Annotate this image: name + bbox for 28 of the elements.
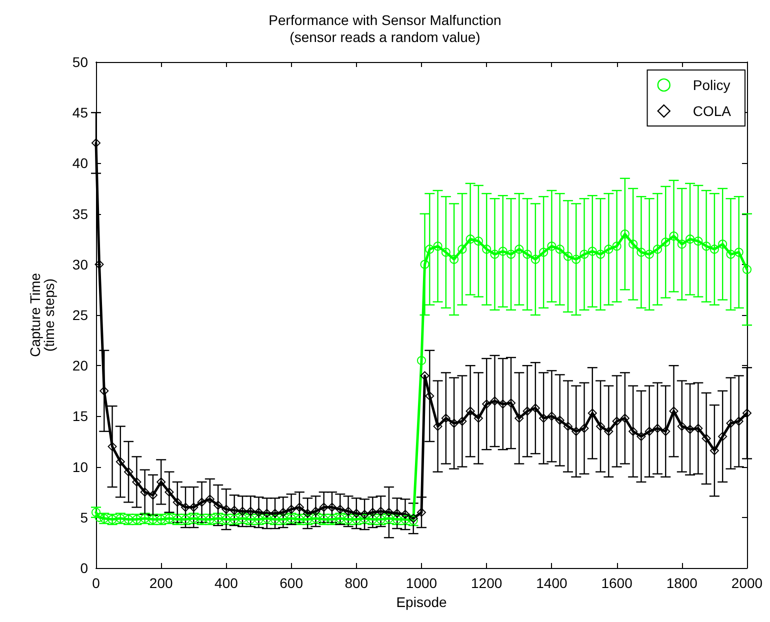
y-tick-label: 10 [72, 458, 88, 475]
x-tick-label: 600 [280, 575, 304, 591]
x-tick-label: 2000 [731, 575, 763, 591]
y-tick-label: 35 [72, 206, 88, 222]
y-tick-label: 15 [72, 408, 88, 424]
chart-subtitle: (sensor reads a random value) [290, 29, 480, 45]
x-tick-label: 200 [149, 575, 173, 591]
x-tick-label: 800 [344, 575, 368, 591]
y-tick-label: 5 [80, 509, 88, 526]
x-tick-label: 400 [214, 575, 238, 591]
y-tick-label: 20 [72, 358, 88, 374]
y-axis-title: Capture Time (time steps) [27, 272, 57, 358]
x-tick-label: 1800 [666, 575, 698, 591]
x-tick-label: 1200 [471, 575, 502, 591]
x-tick-label: 1600 [601, 575, 633, 591]
y-tick-label: 30 [72, 256, 88, 272]
y-tick-label: 45 [72, 104, 88, 121]
x-tick-label: 0 [92, 575, 100, 591]
y-tick-label: 50 [72, 54, 88, 70]
chart-title: Performance with Sensor Malfunction [268, 12, 502, 28]
y-tick-label: 25 [72, 307, 88, 323]
x-tick-label: 1400 [536, 575, 568, 591]
y-tick-label: 40 [72, 155, 88, 172]
legend-label: COLA [692, 103, 732, 119]
legend-label: Policy [692, 77, 730, 93]
x-tick-label: 1000 [406, 575, 438, 591]
y-tick-label: 0 [80, 560, 88, 576]
x-axis-title: Episode [396, 594, 448, 610]
